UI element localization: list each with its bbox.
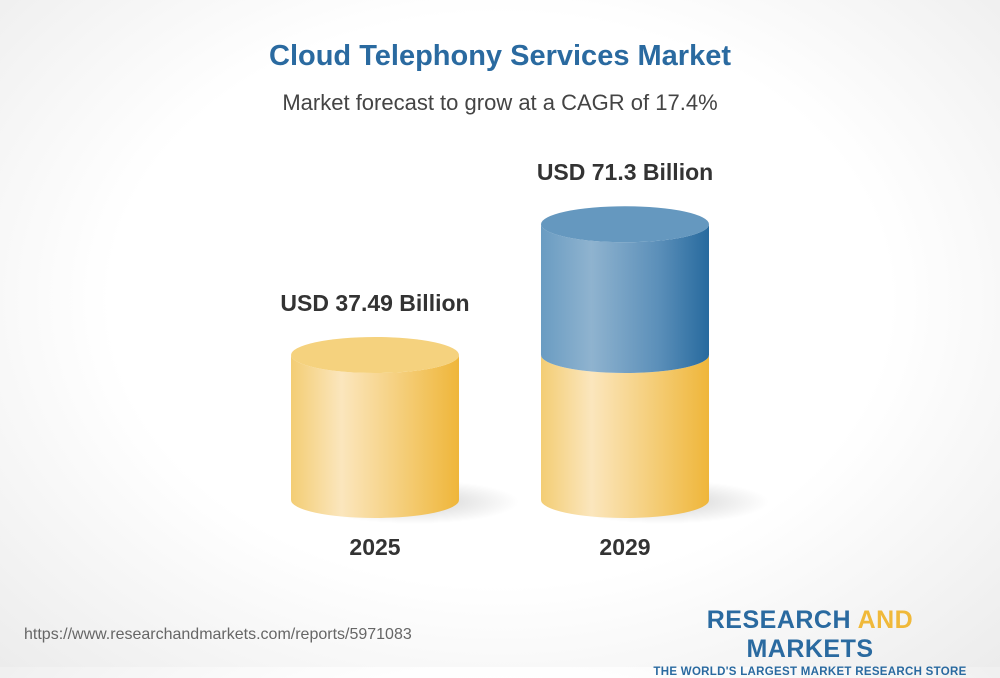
category-label-2025: 2025 bbox=[349, 534, 400, 560]
chart-subtitle: Market forecast to grow at a CAGR of 17.… bbox=[282, 90, 718, 115]
cylinder-top-2025 bbox=[291, 337, 459, 373]
category-label-2029: 2029 bbox=[599, 534, 650, 560]
data-label-2029: USD 71.3 Billion bbox=[537, 159, 713, 185]
logo-word-markets: MARKETS bbox=[746, 635, 874, 663]
cylinder-growth-segment-2029 bbox=[541, 224, 709, 373]
research-and-markets-logo: RESEARCH AND MARKETS THE WORLD'S LARGEST… bbox=[640, 606, 980, 678]
cylinder-top-2029 bbox=[541, 206, 709, 243]
logo-word-research: RESEARCH bbox=[706, 606, 852, 634]
cylinder-base-segment-2029 bbox=[541, 355, 709, 518]
chart-title: Cloud Telephony Services Market bbox=[269, 40, 731, 72]
logo-tagline: THE WORLD'S LARGEST MARKET RESEARCH STOR… bbox=[653, 666, 967, 678]
source-url[interactable]: https://www.researchandmarkets.com/repor… bbox=[24, 626, 412, 643]
cylinder-body-2025 bbox=[291, 355, 459, 518]
data-label-2025: USD 37.49 Billion bbox=[280, 290, 469, 316]
logo-word-and: AND bbox=[857, 606, 914, 634]
